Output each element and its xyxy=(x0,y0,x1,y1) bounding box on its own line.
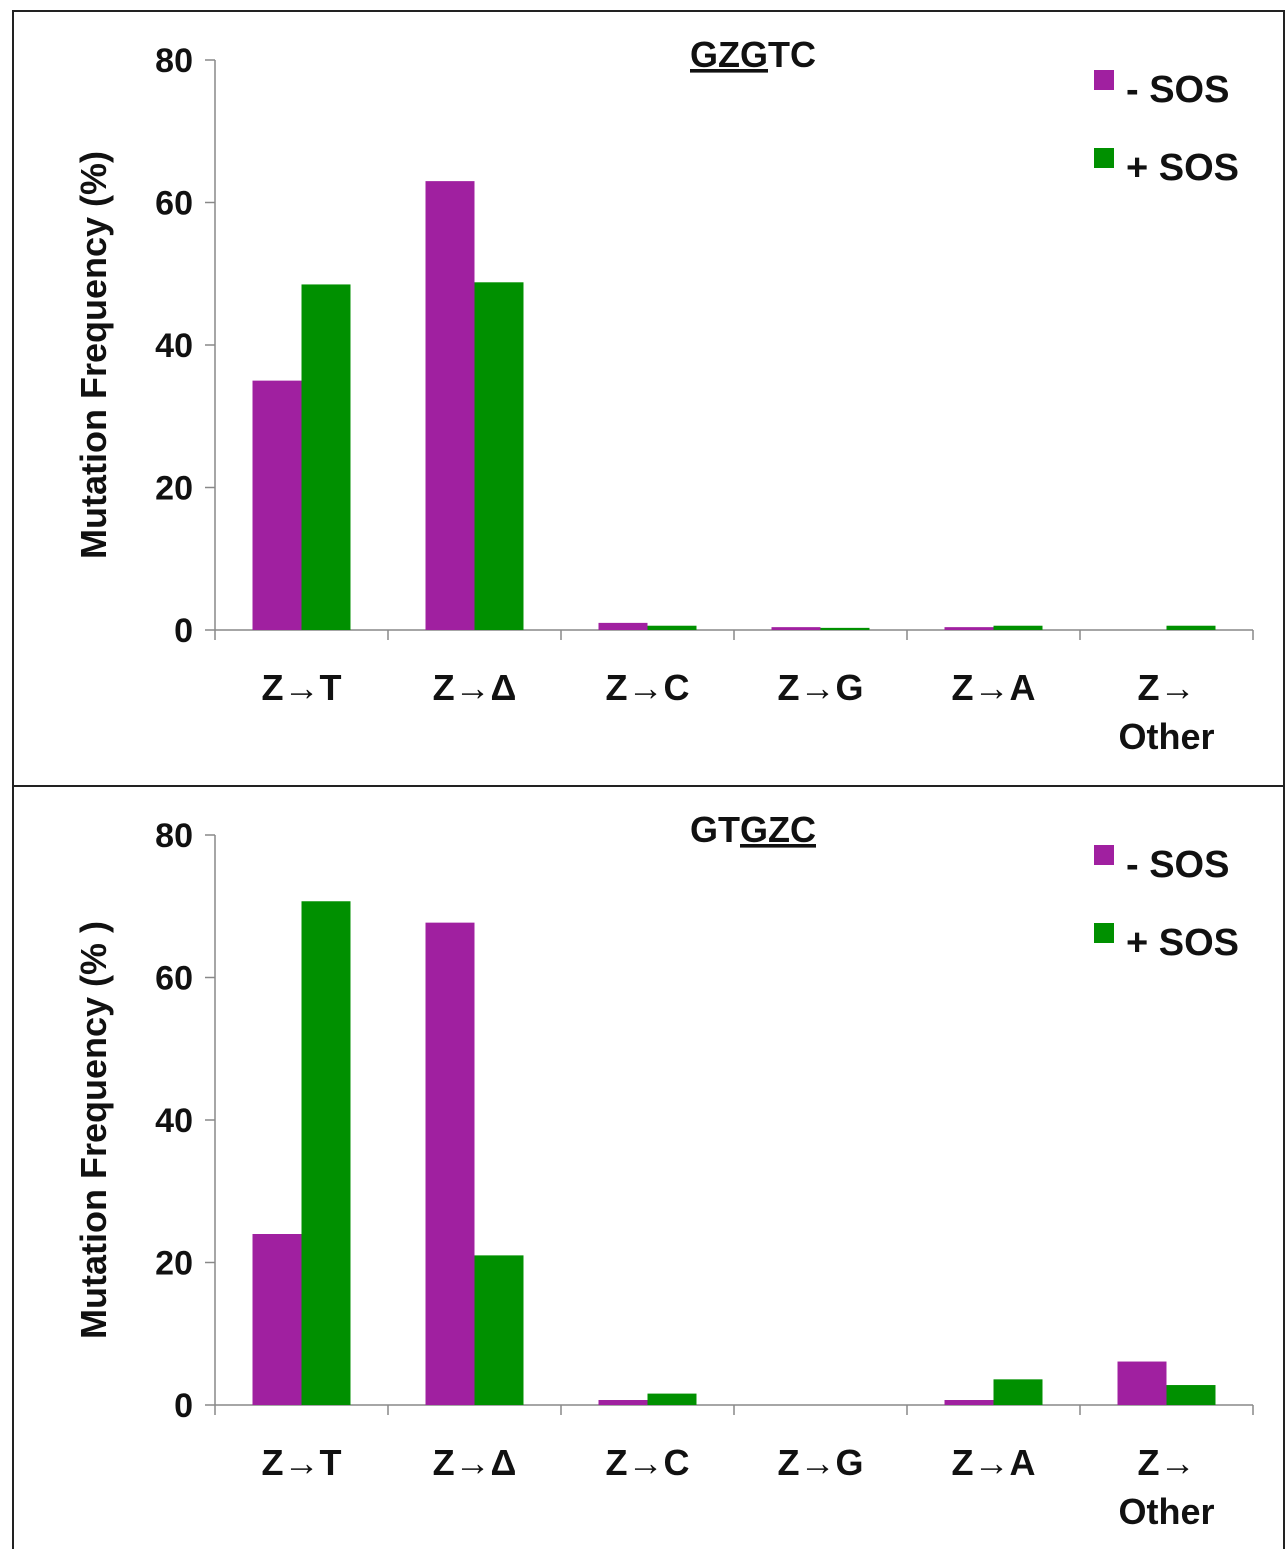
bar xyxy=(944,627,994,630)
x-tick-label: Other xyxy=(1118,1491,1214,1532)
y-tick-label: 60 xyxy=(155,185,193,223)
bar xyxy=(598,1400,648,1405)
y-tick-label: 20 xyxy=(155,1245,193,1283)
bar xyxy=(301,901,351,1405)
y-tick-label: 80 xyxy=(155,817,193,855)
bar xyxy=(1166,1385,1216,1405)
x-tick-label: Z→Δ xyxy=(433,667,517,708)
legend-label: - SOS xyxy=(1126,69,1229,111)
x-tick-label: Z→A xyxy=(952,667,1036,708)
y-tick-label: 60 xyxy=(155,960,193,998)
bar xyxy=(647,625,697,630)
bar xyxy=(425,181,475,630)
y-tick-label: 0 xyxy=(174,612,193,650)
x-tick-label: Z→C xyxy=(606,667,690,708)
y-axis-title: Mutation Frequency (% ) xyxy=(73,921,114,1339)
bar xyxy=(474,1255,524,1405)
legend-label: - SOS xyxy=(1126,844,1229,886)
legend-swatch xyxy=(1094,70,1114,90)
bar xyxy=(993,625,1043,630)
x-tick-label: Z→T xyxy=(262,1442,342,1483)
bar xyxy=(820,627,870,630)
bar-chart-gzgtc: 0 20 40 60 80 Z→T Z→Δ Z→C Z→G Z→A Z→ Other Mutation … xyxy=(73,34,1254,757)
bar-chart-gtgzc: 0 20 40 60 80 Z→T Z→Δ Z→C Z→G Z→A Z→ Other Mutation … xyxy=(73,809,1254,1532)
x-tick-label: Z→A xyxy=(952,1442,1036,1483)
bar xyxy=(425,922,475,1405)
chart-panel-bottom: 0 20 40 60 80 Z→T Z→Δ Z→C Z→G Z→A Z→ Other Mutation … xyxy=(12,785,1285,1549)
y-tick-label: 20 xyxy=(155,470,193,508)
bar xyxy=(301,284,351,630)
y-tick-label: 80 xyxy=(155,42,193,80)
legend-swatch xyxy=(1094,845,1114,865)
y-tick-label: 40 xyxy=(155,327,193,365)
bar xyxy=(598,622,648,630)
x-tick-label: Z→G xyxy=(778,1442,864,1483)
x-tick-label: Other xyxy=(1118,716,1214,757)
bar xyxy=(647,1393,697,1405)
bar xyxy=(771,627,821,630)
legend-swatch xyxy=(1094,923,1114,943)
bar xyxy=(474,282,524,630)
bar xyxy=(1117,1361,1167,1405)
chart-title: GTGZC xyxy=(690,809,816,850)
chart-title: GZGTC xyxy=(690,34,816,75)
x-tick-label: Z→ xyxy=(1138,1442,1196,1483)
x-tick-label: Z→Δ xyxy=(433,1442,517,1483)
bar xyxy=(993,1379,1043,1405)
legend-swatch xyxy=(1094,148,1114,168)
bar xyxy=(252,380,302,630)
x-tick-label: Z→G xyxy=(778,667,864,708)
x-tick-label: Z→C xyxy=(606,1442,690,1483)
y-tick-label: 40 xyxy=(155,1102,193,1140)
x-tick-label: Z→ xyxy=(1138,667,1196,708)
chart-panel-top: 0 20 40 60 80 Z→T Z→Δ Z→C Z→G Z→A Z→ Other Mutation … xyxy=(12,10,1285,787)
legend-label: + SOS xyxy=(1126,922,1239,964)
y-axis-title: Mutation Frequency (%) xyxy=(73,151,114,559)
x-tick-label: Z→T xyxy=(262,667,342,708)
legend-label: + SOS xyxy=(1126,147,1239,189)
bar xyxy=(1166,625,1216,630)
bar xyxy=(252,1234,302,1405)
bar xyxy=(944,1400,994,1405)
y-tick-label: 0 xyxy=(174,1387,193,1425)
